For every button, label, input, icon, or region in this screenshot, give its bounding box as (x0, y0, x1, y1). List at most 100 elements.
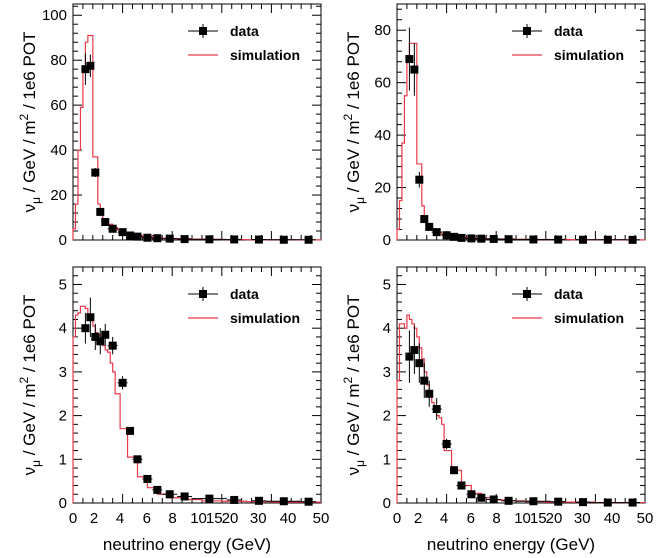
data-point (415, 359, 424, 368)
y-tick-label: 0 (59, 495, 67, 512)
data-point (410, 346, 419, 355)
x-tick-label: 50 (313, 510, 330, 527)
x-tick-label: 20 (222, 510, 239, 527)
x-axis-label: neutrino energy (GeV) (427, 535, 595, 554)
data-point (255, 235, 263, 244)
data-point (442, 231, 451, 240)
x-tick-label: 8 (492, 510, 500, 527)
data-point (554, 235, 563, 244)
data-point (96, 207, 105, 216)
data-point (108, 341, 117, 350)
data-point (489, 234, 498, 243)
data-point (628, 498, 637, 507)
y-tick-label: 4 (59, 320, 67, 337)
legend-label: data (230, 23, 259, 39)
legend-marker (523, 290, 531, 298)
data-point (477, 493, 486, 502)
data-point (81, 65, 90, 74)
data-point (279, 235, 288, 244)
legend-marker (523, 27, 531, 35)
data-point (432, 405, 441, 414)
y-tick-label: 3 (383, 364, 391, 381)
data-point (205, 494, 214, 503)
x-tick-label: 50 (637, 510, 654, 527)
data-point (118, 228, 127, 237)
data-point (96, 337, 105, 346)
data-point (180, 235, 189, 244)
data-point (143, 474, 152, 483)
y-tick-label: 20 (374, 180, 391, 197)
data-point (450, 466, 459, 475)
data-point (415, 175, 424, 184)
x-tick-label: 0 (393, 510, 401, 527)
x-tick-label: 15 (206, 510, 223, 527)
data-point (425, 222, 434, 231)
data-point (579, 235, 587, 244)
legend-marker (199, 290, 207, 298)
data-point (108, 224, 117, 233)
x-tick-label: 6 (143, 510, 151, 527)
legend-label: simulation (554, 47, 624, 63)
y-tick-label: 0 (383, 232, 391, 249)
data-point (603, 235, 612, 244)
x-tick-label: 10 (190, 510, 207, 527)
y-tick-label: 60 (374, 75, 391, 92)
data-point (529, 235, 538, 244)
y-tick-label: 100 (42, 7, 67, 24)
x-tick-label: 2 (90, 510, 98, 527)
data-point (180, 492, 189, 501)
data-point (91, 168, 100, 177)
data-point (504, 496, 513, 505)
data-point (81, 324, 90, 333)
data-point (467, 234, 476, 243)
data-point (420, 215, 429, 224)
x-tick-label: 30 (250, 510, 267, 527)
data-point (477, 234, 486, 243)
data-point (91, 332, 100, 341)
data-point (165, 234, 174, 243)
x-axis-label: neutrino energy (GeV) (103, 535, 271, 554)
legend-label: simulation (230, 310, 300, 326)
data-point (279, 497, 288, 506)
x-tick-label: 0 (69, 510, 77, 527)
legend-label: data (554, 286, 583, 302)
x-tick-label: 40 (280, 510, 297, 527)
data-point (126, 231, 135, 240)
y-tick-label: 4 (383, 320, 391, 337)
data-point (153, 485, 162, 494)
y-tick-label: 1 (383, 451, 391, 468)
y-axis-label: νμ / GeV / m2 / 1e6 POT (341, 32, 367, 213)
y-tick-label: 0 (59, 232, 67, 249)
data-point (420, 376, 429, 385)
x-tick-label: 6 (467, 510, 475, 527)
data-point (101, 330, 110, 339)
simulation-histogram (396, 42, 645, 241)
plot-frame (72, 266, 322, 504)
y-tick-label: 20 (50, 187, 67, 204)
y-axis-label: νμ / GeV / m2 / 1e6 POT (17, 295, 43, 476)
simulation-histogram (72, 305, 321, 503)
data-point (554, 497, 563, 506)
data-point (143, 233, 152, 242)
data-point (405, 55, 414, 64)
y-tick-label: 80 (50, 52, 67, 69)
legend-label: data (554, 23, 583, 39)
y-tick-label: 1 (59, 451, 67, 468)
data-point (255, 496, 263, 505)
data-point (165, 490, 174, 499)
y-tick-label: 2 (383, 408, 391, 425)
data-point (230, 235, 239, 244)
x-tick-label: 2 (414, 510, 422, 527)
data-point (579, 498, 587, 507)
x-tick-label: 4 (116, 510, 124, 527)
plot-frame (72, 3, 322, 241)
legend-label: simulation (230, 47, 300, 63)
data-point (86, 313, 95, 322)
data-point (153, 234, 162, 243)
data-point (457, 233, 466, 242)
data-point (304, 235, 313, 244)
x-tick-label: 8 (168, 510, 176, 527)
y-axis-label: νμ / GeV / m2 / 1e6 POT (341, 295, 367, 476)
x-tick-label: 40 (604, 510, 621, 527)
